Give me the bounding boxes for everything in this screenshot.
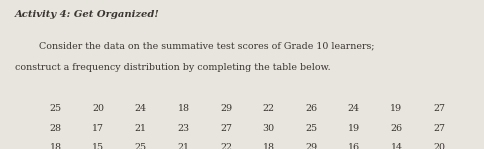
Text: 16: 16	[348, 143, 360, 149]
Text: 22: 22	[220, 143, 232, 149]
Text: 25: 25	[305, 124, 318, 133]
Text: 18: 18	[263, 143, 274, 149]
Text: 19: 19	[390, 104, 403, 113]
Text: 28: 28	[50, 124, 61, 133]
Text: 18: 18	[178, 104, 189, 113]
Text: 21: 21	[135, 124, 147, 133]
Text: 15: 15	[92, 143, 105, 149]
Text: 17: 17	[92, 124, 104, 133]
Text: 26: 26	[390, 124, 403, 133]
Text: 25: 25	[49, 104, 62, 113]
Text: 20: 20	[433, 143, 445, 149]
Text: 24: 24	[348, 104, 360, 113]
Text: 27: 27	[220, 124, 232, 133]
Text: 27: 27	[433, 104, 445, 113]
Text: 29: 29	[305, 143, 318, 149]
Text: 14: 14	[391, 143, 402, 149]
Text: Activity 4: Get Organized!: Activity 4: Get Organized!	[15, 10, 159, 19]
Text: 25: 25	[135, 143, 147, 149]
Text: 29: 29	[220, 104, 232, 113]
Text: 26: 26	[305, 104, 318, 113]
Text: 21: 21	[178, 143, 189, 149]
Text: 22: 22	[263, 104, 274, 113]
Text: construct a frequency distribution by completing the table below.: construct a frequency distribution by co…	[15, 63, 330, 72]
Text: 18: 18	[50, 143, 61, 149]
Text: 19: 19	[348, 124, 360, 133]
Text: 27: 27	[433, 124, 445, 133]
Text: Consider the data on the summative test scores of Grade 10 learners;: Consider the data on the summative test …	[15, 42, 374, 51]
Text: 30: 30	[262, 124, 275, 133]
Text: 23: 23	[177, 124, 190, 133]
Text: 24: 24	[135, 104, 147, 113]
Text: 20: 20	[92, 104, 104, 113]
